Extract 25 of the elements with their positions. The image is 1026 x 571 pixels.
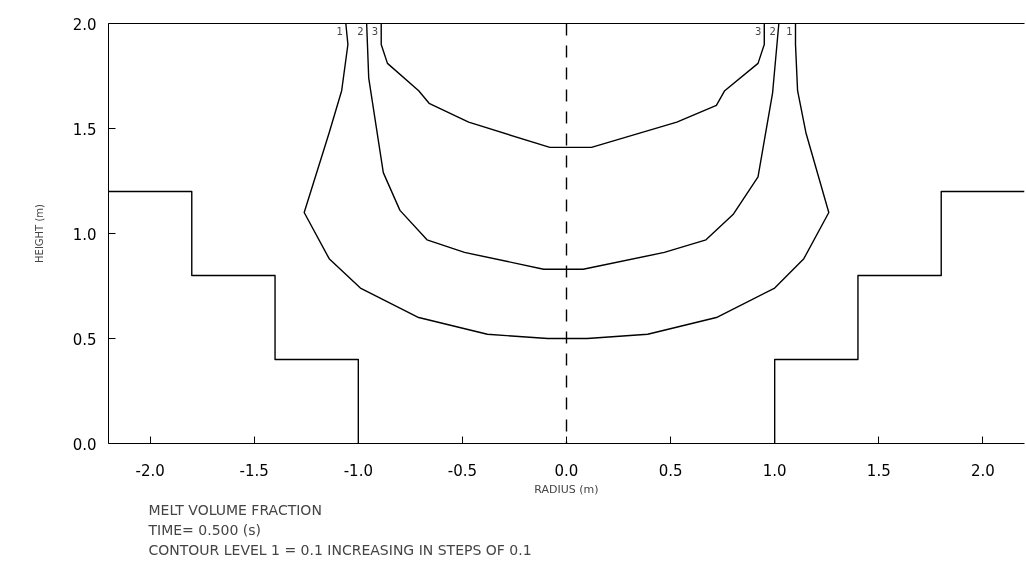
x-tick-label: -1.0 xyxy=(343,461,373,480)
y-tick-label: 0.0 xyxy=(72,435,97,454)
x-tick-label: -1.5 xyxy=(239,461,269,480)
text: TIME= 0.500 (s) xyxy=(147,521,262,538)
x-tick-label: 1.5 xyxy=(866,461,891,480)
annotation: 2 xyxy=(357,25,364,37)
y-axis-title: HEIGHT (m) xyxy=(33,203,45,263)
x-tick-label: 1.0 xyxy=(762,461,787,480)
y-tick-label: 2.0 xyxy=(72,15,97,34)
x-axis-title: RADIUS (m) xyxy=(534,482,599,496)
text: MELT VOLUME FRACTION xyxy=(148,501,322,518)
x-tick-label: 0.0 xyxy=(554,461,579,480)
x-tick-label: -2.0 xyxy=(135,461,165,480)
annotation: 1 xyxy=(786,25,793,37)
annotation: 1 xyxy=(336,25,343,37)
annotation: 3 xyxy=(371,25,379,37)
y-tick-label: 1.5 xyxy=(72,120,97,139)
x-tick-label: 2.0 xyxy=(970,461,995,480)
y-tick-label: 1.0 xyxy=(72,225,97,244)
annotation: 3 xyxy=(754,25,762,37)
x-tick-label: 0.5 xyxy=(658,461,683,480)
text: CONTOUR LEVEL 1 = 0.1 INCREASING IN STEPS OF 0.1 xyxy=(148,541,532,558)
y-tick-label: 0.5 xyxy=(72,330,97,349)
annotation: 2 xyxy=(769,25,776,37)
x-tick-label: -0.5 xyxy=(447,461,478,480)
